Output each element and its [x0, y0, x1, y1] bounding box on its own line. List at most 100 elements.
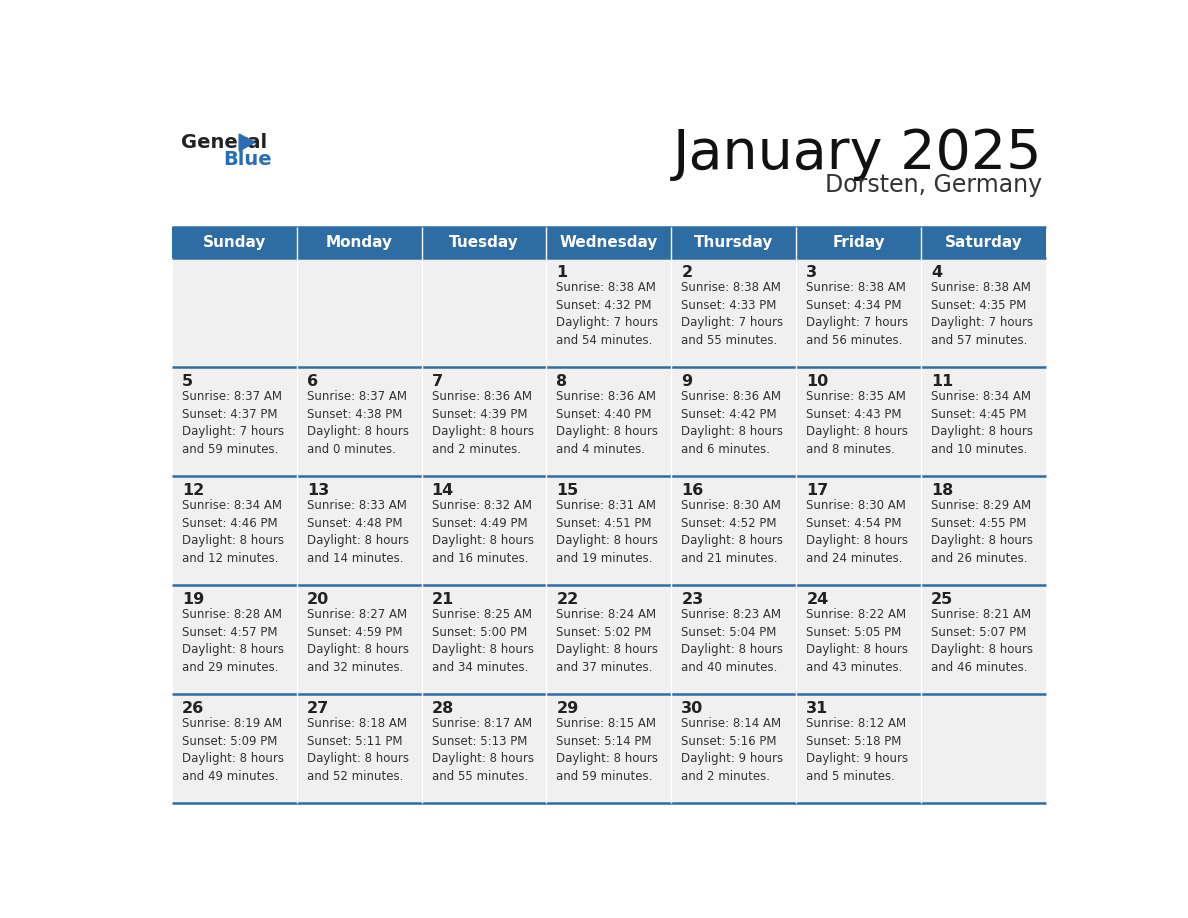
Bar	[921, 694, 1045, 803]
Text: 16: 16	[682, 483, 703, 498]
Polygon shape	[239, 134, 254, 151]
Text: Sunrise: 8:30 AM
Sunset: 4:54 PM
Daylight: 8 hours
and 24 minutes.: Sunrise: 8:30 AM Sunset: 4:54 PM Dayligh…	[807, 499, 909, 565]
Text: Sunrise: 8:38 AM
Sunset: 4:34 PM
Daylight: 7 hours
and 56 minutes.: Sunrise: 8:38 AM Sunset: 4:34 PM Dayligh…	[807, 281, 909, 347]
Bar	[921, 227, 1045, 258]
Bar	[671, 476, 796, 585]
Text: Sunrise: 8:31 AM
Sunset: 4:51 PM
Daylight: 8 hours
and 19 minutes.: Sunrise: 8:31 AM Sunset: 4:51 PM Dayligh…	[556, 499, 658, 565]
Bar	[297, 367, 422, 476]
Bar	[297, 258, 422, 367]
Text: Dorsten, Germany: Dorsten, Germany	[824, 174, 1042, 197]
Text: 17: 17	[807, 483, 828, 498]
Text: 15: 15	[556, 483, 579, 498]
Text: Saturday: Saturday	[944, 235, 1023, 250]
Text: Sunrise: 8:24 AM
Sunset: 5:02 PM
Daylight: 8 hours
and 37 minutes.: Sunrise: 8:24 AM Sunset: 5:02 PM Dayligh…	[556, 609, 658, 674]
Text: 22: 22	[556, 592, 579, 607]
Text: 27: 27	[307, 701, 329, 716]
Text: Wednesday: Wednesday	[560, 235, 658, 250]
Text: 30: 30	[682, 701, 703, 716]
Text: Monday: Monday	[326, 235, 392, 250]
Bar	[172, 367, 297, 476]
Bar	[297, 476, 422, 585]
Bar	[546, 585, 671, 694]
Text: Sunrise: 8:36 AM
Sunset: 4:39 PM
Daylight: 8 hours
and 2 minutes.: Sunrise: 8:36 AM Sunset: 4:39 PM Dayligh…	[431, 390, 533, 455]
Text: Sunrise: 8:12 AM
Sunset: 5:18 PM
Daylight: 9 hours
and 5 minutes.: Sunrise: 8:12 AM Sunset: 5:18 PM Dayligh…	[807, 717, 909, 783]
Text: Sunrise: 8:25 AM
Sunset: 5:00 PM
Daylight: 8 hours
and 34 minutes.: Sunrise: 8:25 AM Sunset: 5:00 PM Dayligh…	[431, 609, 533, 674]
Text: Sunrise: 8:22 AM
Sunset: 5:05 PM
Daylight: 8 hours
and 43 minutes.: Sunrise: 8:22 AM Sunset: 5:05 PM Dayligh…	[807, 609, 909, 674]
Text: Sunrise: 8:23 AM
Sunset: 5:04 PM
Daylight: 8 hours
and 40 minutes.: Sunrise: 8:23 AM Sunset: 5:04 PM Dayligh…	[682, 609, 783, 674]
Text: 10: 10	[807, 374, 828, 389]
Text: Sunrise: 8:38 AM
Sunset: 4:33 PM
Daylight: 7 hours
and 55 minutes.: Sunrise: 8:38 AM Sunset: 4:33 PM Dayligh…	[682, 281, 784, 347]
Bar	[671, 694, 796, 803]
Bar	[422, 476, 546, 585]
Bar	[546, 367, 671, 476]
Bar	[921, 258, 1045, 367]
Bar	[671, 585, 796, 694]
Bar	[796, 585, 921, 694]
Text: 21: 21	[431, 592, 454, 607]
Bar	[671, 367, 796, 476]
Text: 8: 8	[556, 374, 568, 389]
Text: 14: 14	[431, 483, 454, 498]
Text: 12: 12	[182, 483, 204, 498]
Bar	[796, 258, 921, 367]
Bar	[172, 694, 297, 803]
Text: 20: 20	[307, 592, 329, 607]
Text: Sunrise: 8:34 AM
Sunset: 4:46 PM
Daylight: 8 hours
and 12 minutes.: Sunrise: 8:34 AM Sunset: 4:46 PM Dayligh…	[182, 499, 284, 565]
Text: Sunrise: 8:38 AM
Sunset: 4:35 PM
Daylight: 7 hours
and 57 minutes.: Sunrise: 8:38 AM Sunset: 4:35 PM Dayligh…	[931, 281, 1034, 347]
Bar	[671, 258, 796, 367]
Text: 18: 18	[931, 483, 954, 498]
Text: 19: 19	[182, 592, 204, 607]
Bar	[921, 367, 1045, 476]
Text: Sunrise: 8:17 AM
Sunset: 5:13 PM
Daylight: 8 hours
and 55 minutes.: Sunrise: 8:17 AM Sunset: 5:13 PM Dayligh…	[431, 717, 533, 783]
Text: Tuesday: Tuesday	[449, 235, 519, 250]
Bar	[422, 585, 546, 694]
Text: 3: 3	[807, 265, 817, 280]
Bar	[172, 476, 297, 585]
Bar	[546, 258, 671, 367]
Bar	[172, 258, 297, 367]
Text: 28: 28	[431, 701, 454, 716]
Text: 25: 25	[931, 592, 954, 607]
Text: Sunrise: 8:14 AM
Sunset: 5:16 PM
Daylight: 9 hours
and 2 minutes.: Sunrise: 8:14 AM Sunset: 5:16 PM Dayligh…	[682, 717, 784, 783]
Text: Thursday: Thursday	[694, 235, 773, 250]
Text: Sunrise: 8:36 AM
Sunset: 4:42 PM
Daylight: 8 hours
and 6 minutes.: Sunrise: 8:36 AM Sunset: 4:42 PM Dayligh…	[682, 390, 783, 455]
Text: 4: 4	[931, 265, 942, 280]
Text: Blue: Blue	[223, 151, 272, 169]
Text: 1: 1	[556, 265, 568, 280]
Bar	[297, 585, 422, 694]
Bar	[172, 585, 297, 694]
Text: Sunrise: 8:35 AM
Sunset: 4:43 PM
Daylight: 8 hours
and 8 minutes.: Sunrise: 8:35 AM Sunset: 4:43 PM Dayligh…	[807, 390, 909, 455]
Bar	[422, 367, 546, 476]
Text: Sunrise: 8:33 AM
Sunset: 4:48 PM
Daylight: 8 hours
and 14 minutes.: Sunrise: 8:33 AM Sunset: 4:48 PM Dayligh…	[307, 499, 409, 565]
Bar	[422, 227, 546, 258]
Bar	[546, 227, 671, 258]
Text: Sunrise: 8:30 AM
Sunset: 4:52 PM
Daylight: 8 hours
and 21 minutes.: Sunrise: 8:30 AM Sunset: 4:52 PM Dayligh…	[682, 499, 783, 565]
Text: Sunrise: 8:38 AM
Sunset: 4:32 PM
Daylight: 7 hours
and 54 minutes.: Sunrise: 8:38 AM Sunset: 4:32 PM Dayligh…	[556, 281, 658, 347]
Bar	[671, 227, 796, 258]
Bar	[422, 258, 546, 367]
Text: Sunrise: 8:37 AM
Sunset: 4:38 PM
Daylight: 8 hours
and 0 minutes.: Sunrise: 8:37 AM Sunset: 4:38 PM Dayligh…	[307, 390, 409, 455]
Text: Sunrise: 8:19 AM
Sunset: 5:09 PM
Daylight: 8 hours
and 49 minutes.: Sunrise: 8:19 AM Sunset: 5:09 PM Dayligh…	[182, 717, 284, 783]
Bar	[546, 694, 671, 803]
Bar	[796, 694, 921, 803]
Text: 2: 2	[682, 265, 693, 280]
Text: Sunrise: 8:28 AM
Sunset: 4:57 PM
Daylight: 8 hours
and 29 minutes.: Sunrise: 8:28 AM Sunset: 4:57 PM Dayligh…	[182, 609, 284, 674]
Text: 11: 11	[931, 374, 954, 389]
Text: Friday: Friday	[833, 235, 885, 250]
Bar	[921, 585, 1045, 694]
Text: 29: 29	[556, 701, 579, 716]
Bar	[297, 227, 422, 258]
Text: 5: 5	[182, 374, 192, 389]
Text: Sunrise: 8:29 AM
Sunset: 4:55 PM
Daylight: 8 hours
and 26 minutes.: Sunrise: 8:29 AM Sunset: 4:55 PM Dayligh…	[931, 499, 1034, 565]
Text: 6: 6	[307, 374, 318, 389]
Bar	[921, 476, 1045, 585]
Bar	[172, 227, 297, 258]
Text: 13: 13	[307, 483, 329, 498]
Text: Sunrise: 8:15 AM
Sunset: 5:14 PM
Daylight: 8 hours
and 59 minutes.: Sunrise: 8:15 AM Sunset: 5:14 PM Dayligh…	[556, 717, 658, 783]
Text: Sunrise: 8:37 AM
Sunset: 4:37 PM
Daylight: 7 hours
and 59 minutes.: Sunrise: 8:37 AM Sunset: 4:37 PM Dayligh…	[182, 390, 284, 455]
Bar	[422, 694, 546, 803]
Text: 24: 24	[807, 592, 828, 607]
Text: 9: 9	[682, 374, 693, 389]
Text: General: General	[181, 133, 267, 152]
Bar	[796, 367, 921, 476]
